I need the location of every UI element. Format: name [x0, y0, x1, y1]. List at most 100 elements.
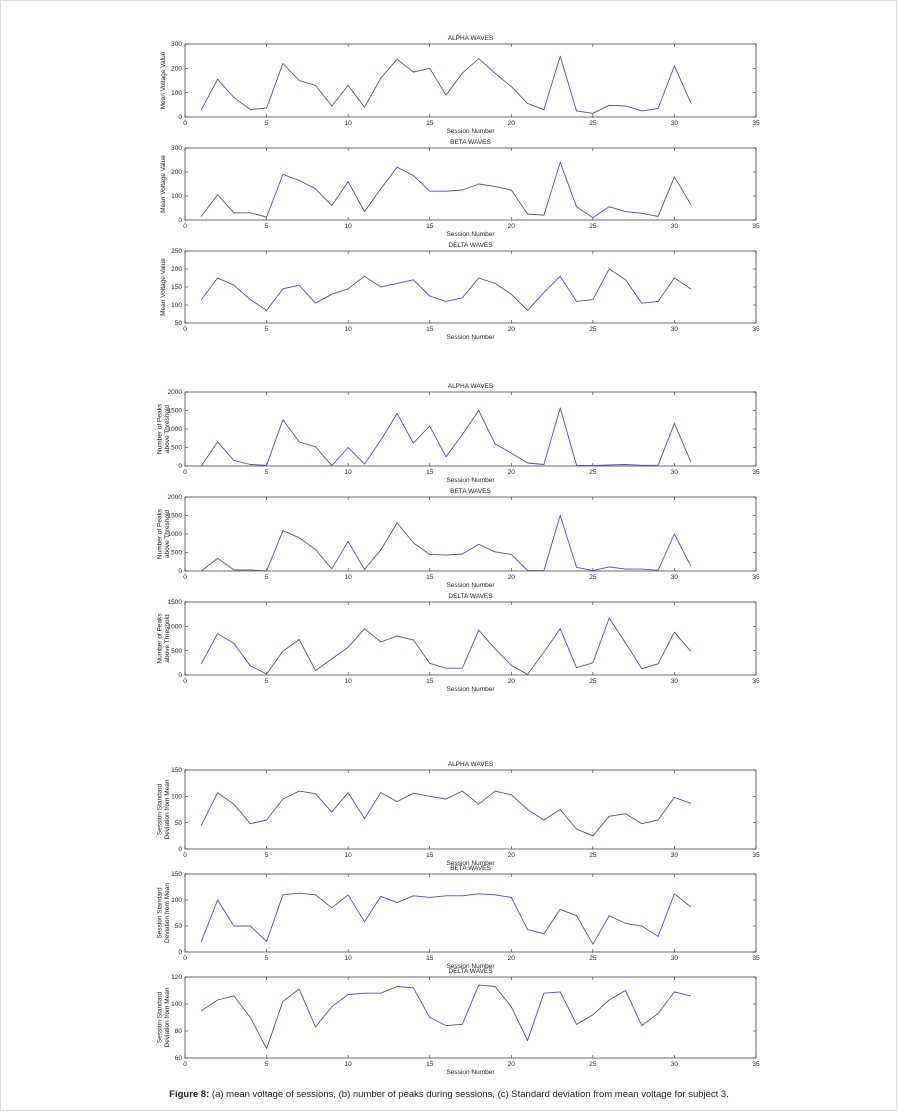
y-tick-label: 120: [171, 974, 182, 981]
x-tick-label: 5: [265, 574, 269, 581]
x-tick-label: 10: [345, 1061, 353, 1068]
data-point: [625, 105, 626, 107]
data-point: [625, 990, 626, 991]
data-point: [543, 933, 545, 935]
x-tick-label: 15: [426, 852, 434, 859]
data-point: [559, 515, 561, 516]
data-point: [461, 72, 463, 74]
data-point: [510, 452, 512, 454]
data-point: [559, 407, 561, 409]
data-point: [494, 790, 496, 792]
data-point: [282, 1000, 284, 1002]
data-point: [249, 1017, 251, 1018]
data-point: [233, 995, 235, 997]
data-point: [380, 439, 382, 441]
data-point: [690, 995, 692, 997]
data-point: [657, 663, 659, 665]
y-axis-label: Session Standard: [156, 783, 163, 835]
y-axis-label: Deviation from Mean: [164, 987, 171, 1047]
data-point: [413, 71, 414, 73]
y-tick-label: 150: [171, 871, 182, 878]
data-point: [331, 105, 333, 107]
caption-text: (a) mean voltage of sessions, (b) number…: [211, 1089, 729, 1100]
data-point: [266, 941, 267, 942]
data-point: [429, 553, 431, 555]
data-point: [396, 902, 398, 903]
y-tick-label: 100: [171, 90, 182, 97]
data-point: [690, 204, 692, 205]
data-point: [249, 569, 251, 571]
data-point: [396, 413, 398, 414]
data-point: [413, 639, 414, 641]
plot-frame: [184, 250, 757, 324]
data-point: [494, 986, 496, 987]
x-axis-label: Session Number: [446, 963, 495, 970]
data-point: [364, 211, 365, 213]
chart-title: ALPHA WAVES: [448, 35, 494, 42]
x-axis-label: Session Number: [446, 582, 495, 589]
data-point: [690, 288, 692, 290]
data-point: [445, 554, 447, 556]
data-point: [543, 570, 545, 572]
data-point: [510, 86, 512, 87]
data-point: [510, 189, 512, 191]
data-point: [641, 302, 643, 304]
data-point: [331, 907, 333, 909]
x-axis-label: Session Number: [446, 334, 495, 341]
data-point: [200, 941, 202, 942]
data-point: [266, 1048, 267, 1049]
data-point: [527, 674, 528, 675]
data-point: [461, 297, 463, 299]
chart-panel-3: 0 5 10 15 20 25 30 35 50 100 150 200 250 DELTA WAVES S…: [160, 242, 760, 341]
data-point: [445, 190, 447, 192]
data-point: [200, 824, 202, 826]
x-tick-label: 0: [183, 955, 187, 962]
y-axis-label: Deviation from Mean: [164, 779, 171, 839]
x-tick-label: 0: [183, 469, 187, 476]
data-point: [331, 568, 333, 570]
data-point: [510, 293, 512, 295]
x-tick-label: 10: [345, 574, 353, 581]
data-point: [282, 174, 284, 175]
data-point: [625, 279, 626, 281]
data-point: [298, 892, 300, 894]
data-point: [298, 988, 300, 990]
y-tick-label: 100: [171, 193, 182, 200]
y-tick-label: 500: [171, 445, 182, 452]
caption-label: Figure 8:: [169, 1089, 210, 1100]
data-point: [331, 1006, 333, 1008]
x-axis-label: Session Number: [446, 477, 495, 484]
data-point: [380, 188, 382, 190]
x-axis-label: Session Number: [446, 128, 495, 135]
data-point: [364, 569, 365, 570]
x-tick-label: 15: [426, 223, 434, 230]
data-point: [315, 793, 316, 795]
data-point: [592, 570, 594, 572]
data-point: [429, 67, 431, 69]
data-point: [478, 183, 480, 185]
data-point: [249, 464, 251, 465]
data-point: [217, 194, 219, 196]
plot-frame: [184, 601, 757, 676]
data-point: [657, 464, 659, 466]
data-point: [396, 166, 398, 168]
x-tick-label: 30: [671, 955, 679, 962]
data-point: [200, 465, 202, 467]
data-point: [559, 275, 561, 277]
data-point: [200, 1010, 202, 1012]
data-point: [315, 1026, 316, 1028]
x-tick-label: 35: [752, 678, 760, 685]
data-point: [249, 299, 251, 300]
x-tick-label: 30: [671, 678, 679, 685]
y-tick-label: 0: [178, 463, 182, 470]
y-tick-label: 0: [178, 114, 182, 121]
x-tick-label: 10: [345, 852, 353, 859]
data-point: [364, 463, 365, 465]
x-tick-label: 30: [671, 223, 679, 230]
data-point: [690, 565, 692, 567]
chart-title: DELTA WAVES: [448, 968, 493, 975]
data-point: [608, 566, 610, 568]
data-point: [641, 668, 643, 670]
y-axis-label: Number of Peaks: [156, 613, 163, 664]
y-tick-label: 2000: [168, 389, 183, 396]
